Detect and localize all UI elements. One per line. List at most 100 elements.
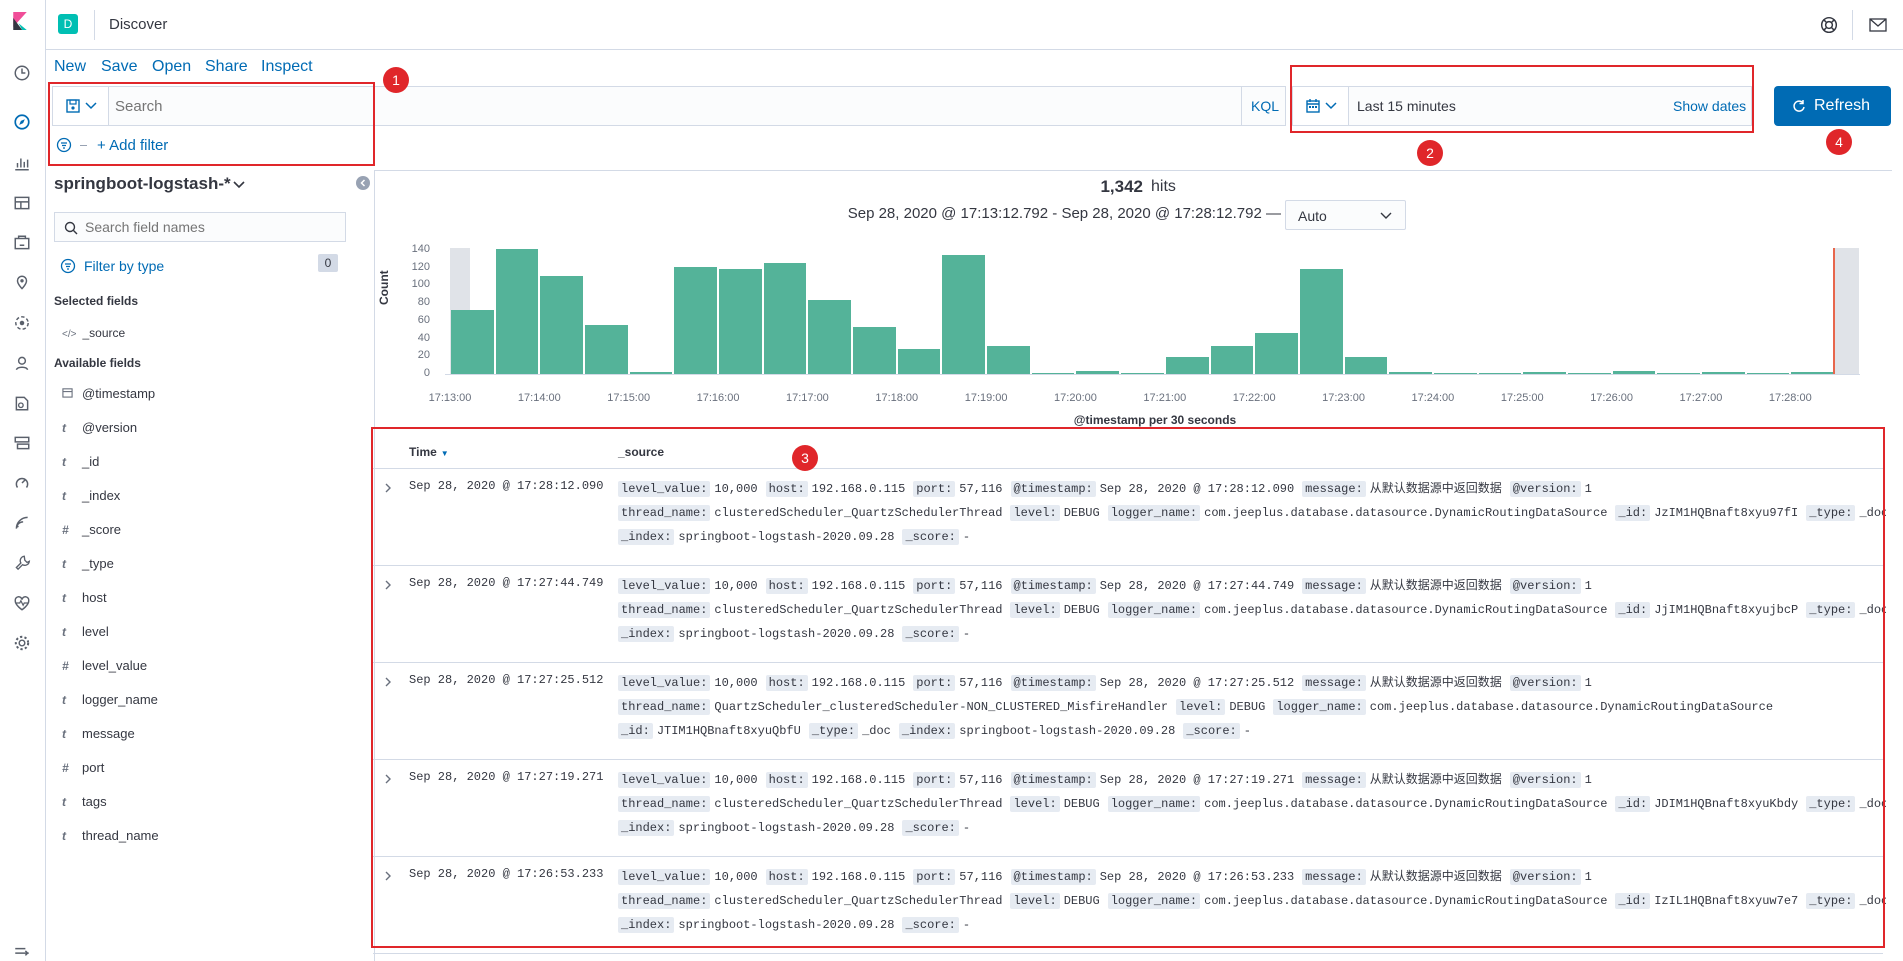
source-field-value: QuartzScheduler_clusteredScheduler-NON_C… (714, 700, 1169, 714)
uptime-icon[interactable] (12, 473, 32, 493)
field-item-level[interactable]: t level (62, 624, 109, 639)
add-filter-button[interactable]: + Add filter (97, 137, 169, 154)
siem-icon[interactable] (12, 513, 32, 533)
new-link[interactable]: New (54, 58, 87, 75)
field-item-id[interactable]: t _id (62, 454, 99, 469)
ml-icon[interactable] (12, 313, 32, 333)
space-avatar[interactable]: D (58, 14, 78, 34)
y-axis-label: Count (377, 270, 391, 305)
kql-toggle[interactable]: KQL (1251, 98, 1280, 114)
source-field-key: level_value: (618, 481, 711, 497)
discover-icon[interactable] (12, 112, 32, 132)
filter-count-badge: 0 (318, 254, 338, 272)
monitoring-icon[interactable] (12, 593, 32, 613)
infrastructure-icon[interactable] (12, 433, 32, 453)
selected-field-source[interactable]: </> _source (62, 326, 125, 340)
table-row[interactable]: Sep 28, 2020 @ 17:27:25.512 level_value: 1… (373, 663, 1883, 760)
logs-icon[interactable] (12, 393, 32, 413)
string-type-icon: t (62, 727, 66, 741)
search-input[interactable] (115, 93, 1215, 119)
mail-icon[interactable] (1869, 17, 1887, 33)
collapse-nav-icon[interactable] (12, 945, 32, 959)
filter-options-icon[interactable] (56, 137, 72, 153)
maps-icon[interactable] (12, 273, 32, 293)
interval-select[interactable]: Auto (1285, 200, 1406, 230)
field-name: tags (82, 794, 107, 809)
canvas-icon[interactable] (12, 233, 32, 253)
time-range-label[interactable]: Last 15 minutes (1357, 98, 1456, 114)
table-header: Time ▼ _source (373, 435, 1883, 469)
index-pattern-name[interactable]: springboot-logstash-* (54, 174, 231, 193)
source-field-key: logger_name: (1107, 796, 1201, 812)
source-field-value: springboot-logstash-2020.09.28 (959, 724, 1176, 738)
open-link[interactable]: Open (152, 58, 192, 75)
expand-chevron-icon[interactable] (383, 772, 393, 787)
inspect-link[interactable]: Inspect (261, 58, 313, 75)
field-item-timestamp[interactable]: @timestamp (62, 386, 155, 401)
expand-chevron-icon[interactable] (383, 869, 393, 884)
source-field-value: 192.168.0.115 (811, 579, 906, 593)
field-item-thread-name[interactable]: t thread_name (62, 828, 159, 843)
field-item-version[interactable]: t @version (62, 420, 137, 435)
table-row[interactable]: Sep 28, 2020 @ 17:26:53.233 level_value: 1… (373, 857, 1886, 954)
source-field-value: clusteredScheduler_QuartzSchedulerThread (714, 797, 1003, 811)
field-item-type[interactable]: t _type (62, 556, 114, 571)
field-item-host[interactable]: t host (62, 590, 107, 605)
source-field-key: @version: (1509, 578, 1581, 594)
apm-icon[interactable] (12, 353, 32, 373)
kibana-logo[interactable] (11, 12, 33, 36)
quick-select-button[interactable] (1293, 87, 1349, 125)
table-row[interactable]: Sep 28, 2020 @ 17:27:19.271 level_value: 1… (373, 760, 1886, 857)
share-link[interactable]: Share (205, 58, 248, 75)
source-field-key: @timestamp: (1010, 869, 1096, 885)
expand-chevron-icon[interactable] (383, 578, 393, 593)
source-field-value: 10,000 (714, 773, 758, 787)
source-field-key: _id: (1615, 505, 1651, 521)
field-search-input[interactable] (85, 217, 335, 237)
help-icon[interactable] (1820, 16, 1838, 34)
management-gear-icon[interactable] (12, 633, 32, 653)
save-link[interactable]: Save (101, 58, 138, 75)
expand-chevron-icon[interactable] (383, 675, 393, 690)
sort-down-icon[interactable]: ▼ (440, 449, 449, 458)
field-item-tags[interactable]: t tags (62, 794, 107, 809)
filter-by-type-button[interactable]: Filter by type (84, 258, 165, 274)
row-source: level_value: 10,000 host: 192.168.0.115 port… (618, 768, 1886, 848)
field-item-index[interactable]: t _index (62, 488, 120, 503)
saved-query-button[interactable] (53, 87, 109, 125)
expand-chevron-icon[interactable] (383, 481, 393, 496)
collapse-sidebar-icon[interactable] (356, 176, 370, 190)
string-type-icon: t (62, 795, 66, 809)
field-item-port[interactable]: # port (62, 760, 104, 775)
source-line: level_value: 10,000 host: 192.168.0.115 port… (618, 574, 1886, 598)
field-name: port (82, 760, 105, 775)
source-field-value: _doc (1859, 894, 1886, 908)
source-field-key: message: (1302, 675, 1366, 691)
dashboard-icon[interactable] (12, 193, 32, 213)
table-row[interactable]: Sep 28, 2020 @ 17:27:44.749 level_value: 1… (373, 566, 1886, 663)
visualize-icon[interactable] (12, 153, 32, 173)
field-item-logger-name[interactable]: t logger_name (62, 692, 158, 707)
string-type-icon: t (62, 489, 66, 503)
source-field-value: _doc (1859, 797, 1886, 811)
time-column-header[interactable]: Time ▼ (409, 445, 449, 459)
source-field-key: _type: (1806, 893, 1856, 909)
index-pattern-chevron-down-icon[interactable] (232, 180, 246, 190)
time-range-text: Sep 28, 2020 @ 17:13:12.792 - Sep 28, 20… (847, 205, 1281, 222)
recent-icon[interactable] (12, 63, 32, 83)
source-field-key: level: (1010, 602, 1060, 618)
devtools-icon[interactable] (12, 553, 32, 573)
string-type-icon: t (62, 693, 66, 707)
refresh-button[interactable]: Refresh (1774, 86, 1891, 126)
field-item-message[interactable]: t message (62, 726, 135, 741)
source-field-key: _index: (618, 917, 675, 933)
field-item-level-value[interactable]: # level_value (62, 658, 147, 673)
show-dates-link[interactable]: Show dates (1673, 98, 1747, 114)
table-row[interactable]: Sep 28, 2020 @ 17:28:12.090 level_value: 1… (373, 469, 1886, 566)
source-field-value: 1 (1584, 676, 1592, 690)
source-field-value: 57,116 (959, 579, 1003, 593)
field-item-score[interactable]: # _score (62, 522, 121, 537)
string-type-icon: t (62, 455, 66, 469)
source-field-value: clusteredScheduler_QuartzSchedulerThread (714, 506, 1003, 520)
available-fields-title: Available fields (54, 356, 141, 370)
